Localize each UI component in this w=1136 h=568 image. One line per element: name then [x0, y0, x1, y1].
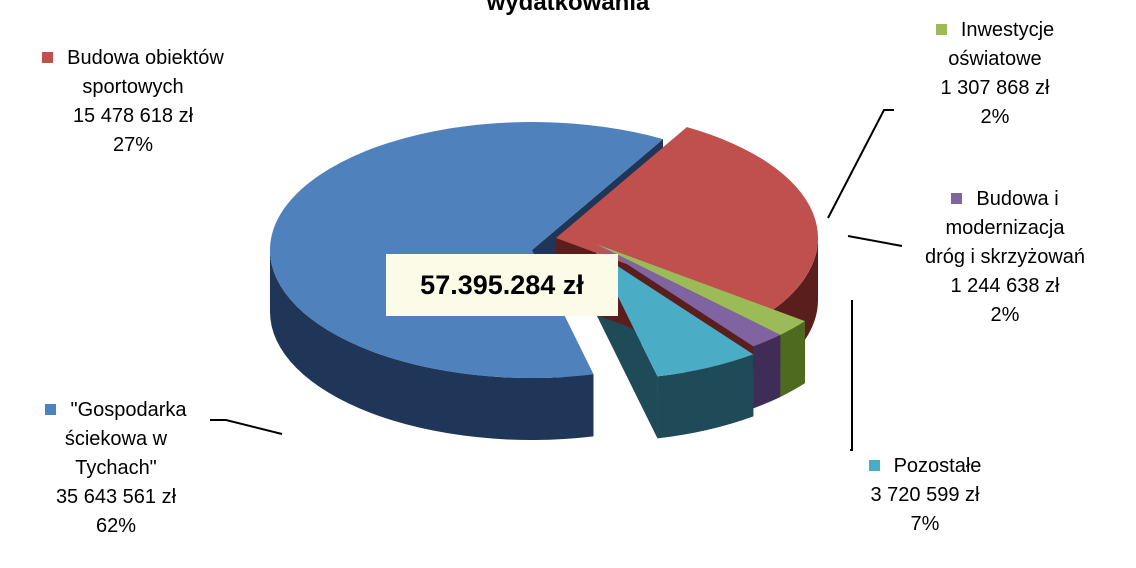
label-budowa-drog: Budowa i modernizacja dróg i skrzyżowań … — [880, 185, 1130, 330]
legend-key-pozostale — [869, 460, 880, 471]
legend-key-budowa-drog — [951, 193, 962, 204]
label-percent: 2% — [870, 103, 1120, 132]
legend-key-budowa-obiektow — [42, 52, 53, 63]
slice-budowa-drog-side — [753, 335, 780, 408]
label-name-line: oświatowe — [870, 45, 1120, 74]
legend-key-inwestycje — [936, 24, 947, 35]
label-name-line: Budowa obiektów — [67, 47, 224, 69]
label-inwestycje-oswiatowe: Inwestycje oświatowe 1 307 868 zł 2% — [870, 16, 1120, 132]
label-value: 15 478 618 zł — [8, 102, 258, 131]
label-percent: 27% — [8, 131, 258, 160]
label-name-line: ściekowa w — [6, 425, 226, 454]
leader-pozostale — [850, 300, 852, 450]
label-pozostale: Pozostałe 3 720 599 zł 7% — [800, 452, 1050, 539]
label-name-line: dróg i skrzyżowań — [880, 243, 1130, 272]
label-name-line: Inwestycje — [961, 19, 1054, 41]
legend-key-gospodarka — [45, 404, 56, 415]
label-name-line: modernizacja — [880, 214, 1130, 243]
label-value: 35 643 561 zł — [6, 483, 226, 512]
label-value: 3 720 599 zł — [800, 481, 1050, 510]
label-budowa-obiektow: Budowa obiektów sportowych 15 478 618 zł… — [8, 44, 258, 160]
label-percent: 2% — [880, 301, 1130, 330]
total-label: 57.395.284 zł — [386, 254, 618, 316]
label-name-line: "Gospodarka — [70, 399, 186, 421]
label-name-line: Budowa i — [976, 188, 1058, 210]
label-name-line: Tychach" — [6, 454, 226, 483]
label-value: 1 307 868 zł — [870, 74, 1120, 103]
label-name-line: Pozostałe — [894, 455, 982, 477]
label-percent: 62% — [6, 512, 226, 541]
chart-title: wydatkowania — [380, 0, 756, 18]
label-percent: 7% — [800, 510, 1050, 539]
label-value: 1 244 638 zł — [880, 272, 1130, 301]
label-gospodarka-sciekowa: "Gospodarka ściekowa w Tychach" 35 643 5… — [6, 396, 226, 541]
label-name-line: sportowych — [8, 73, 258, 102]
